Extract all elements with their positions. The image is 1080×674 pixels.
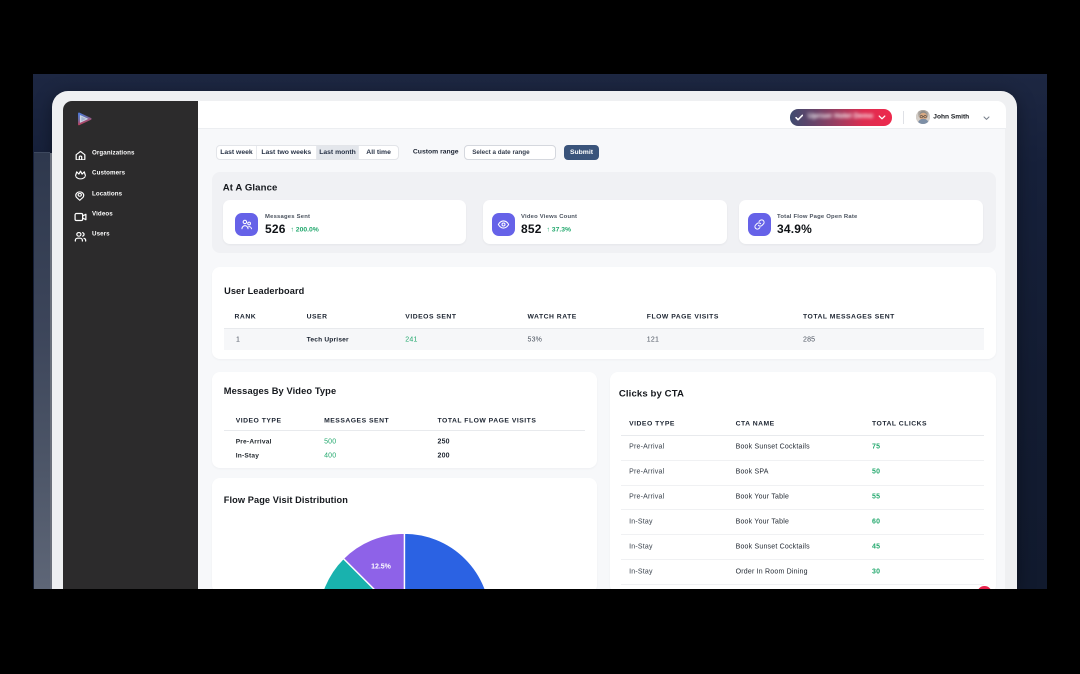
svg-text:12.5%: 12.5%: [371, 564, 392, 571]
